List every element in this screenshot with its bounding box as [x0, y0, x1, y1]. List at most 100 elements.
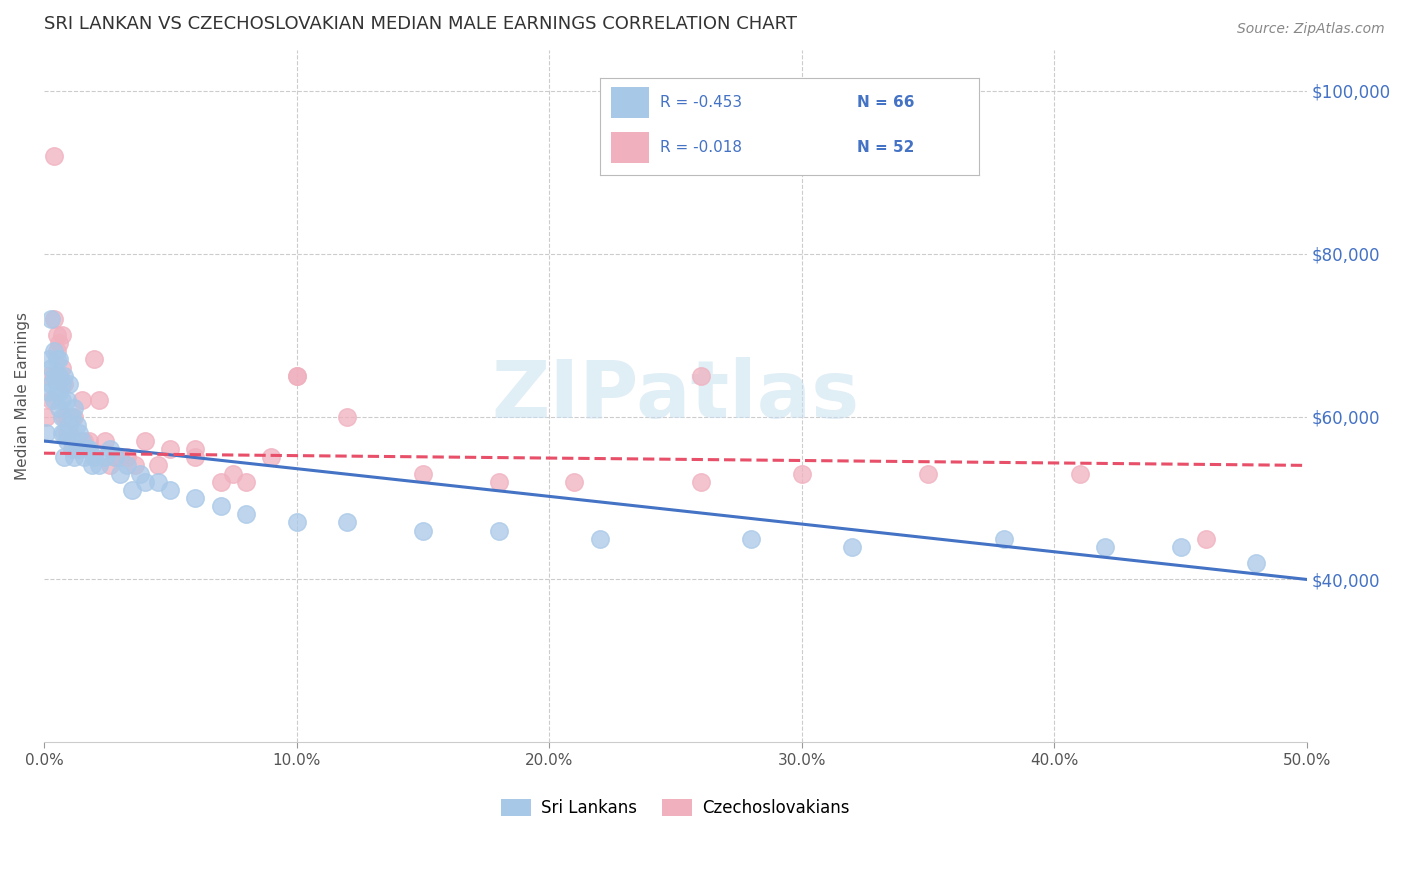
Point [38, 385, 60, 400]
Point [285, 368, 308, 383]
Point [51, 328, 73, 343]
Point [104, 450, 127, 465]
Point [55, 425, 77, 440]
Point [79, 434, 101, 448]
Point [66, 434, 89, 448]
Point [1094, 540, 1116, 554]
Point [51, 376, 73, 391]
Point [48, 368, 70, 383]
Point [83, 450, 105, 465]
Point [66, 417, 89, 432]
Point [108, 450, 131, 465]
Point [67, 442, 90, 456]
Point [42, 368, 65, 383]
Point [184, 450, 207, 465]
Point [89, 393, 111, 408]
Point [51, 393, 73, 408]
Point [159, 483, 181, 497]
Point [41, 376, 63, 391]
Point [134, 434, 156, 448]
Point [38, 352, 60, 367]
Legend: Sri Lankans, Czechoslovakians: Sri Lankans, Czechoslovakians [495, 792, 856, 824]
Point [790, 467, 813, 481]
Point [45, 328, 67, 343]
Point [53, 450, 76, 465]
Point [184, 491, 207, 505]
Point [1195, 532, 1218, 546]
Point [51, 425, 73, 440]
Point [60, 442, 83, 456]
Point [1069, 467, 1091, 481]
Point [235, 475, 257, 489]
Point [45, 368, 67, 383]
Point [89, 458, 111, 473]
Point [63, 450, 86, 465]
Point [80, 458, 103, 473]
Point [146, 458, 169, 473]
Point [48, 385, 70, 400]
Point [740, 532, 762, 546]
Point [235, 508, 257, 522]
Point [184, 442, 207, 456]
Point [108, 467, 131, 481]
Point [73, 434, 96, 448]
Point [79, 442, 101, 456]
Point [63, 409, 86, 424]
Point [35, 409, 58, 424]
Point [55, 409, 77, 424]
Point [60, 409, 83, 424]
Point [53, 376, 76, 391]
Point [73, 450, 96, 465]
Point [45, 376, 67, 391]
Point [159, 442, 181, 456]
Point [93, 450, 115, 465]
Point [689, 475, 711, 489]
Point [134, 475, 156, 489]
Point [48, 352, 70, 367]
Point [63, 401, 86, 416]
Point [285, 516, 308, 530]
Point [60, 434, 83, 448]
Point [58, 376, 80, 391]
Text: ZIPatlas: ZIPatlas [491, 357, 859, 435]
Text: SRI LANKAN VS CZECHOSLOVAKIAN MEDIAN MALE EARNINGS CORRELATION CHART: SRI LANKAN VS CZECHOSLOVAKIAN MEDIAN MAL… [44, 15, 797, 33]
Point [209, 475, 232, 489]
Point [93, 434, 115, 448]
Point [35, 425, 58, 440]
Point [70, 434, 93, 448]
Point [412, 524, 434, 538]
Point [146, 475, 169, 489]
Point [98, 458, 121, 473]
Point [412, 467, 434, 481]
Point [564, 475, 586, 489]
Point [1170, 540, 1192, 554]
Point [41, 311, 63, 326]
Point [117, 458, 139, 473]
Point [66, 442, 89, 456]
Point [42, 149, 65, 163]
Point [53, 425, 76, 440]
Point [121, 483, 143, 497]
Point [42, 311, 65, 326]
Point [67, 425, 90, 440]
Point [55, 393, 77, 408]
Point [53, 368, 76, 383]
Point [841, 540, 863, 554]
Point [42, 344, 65, 359]
Point [41, 393, 63, 408]
Point [58, 425, 80, 440]
Point [53, 409, 76, 424]
Point [488, 475, 510, 489]
Point [260, 450, 283, 465]
Point [98, 442, 121, 456]
Point [58, 417, 80, 432]
Point [488, 524, 510, 538]
Point [222, 467, 245, 481]
Y-axis label: Median Male Earnings: Median Male Earnings [15, 312, 30, 480]
Point [70, 393, 93, 408]
Point [41, 360, 63, 375]
Point [1246, 556, 1268, 570]
Point [209, 499, 232, 513]
Point [83, 352, 105, 367]
Point [42, 393, 65, 408]
